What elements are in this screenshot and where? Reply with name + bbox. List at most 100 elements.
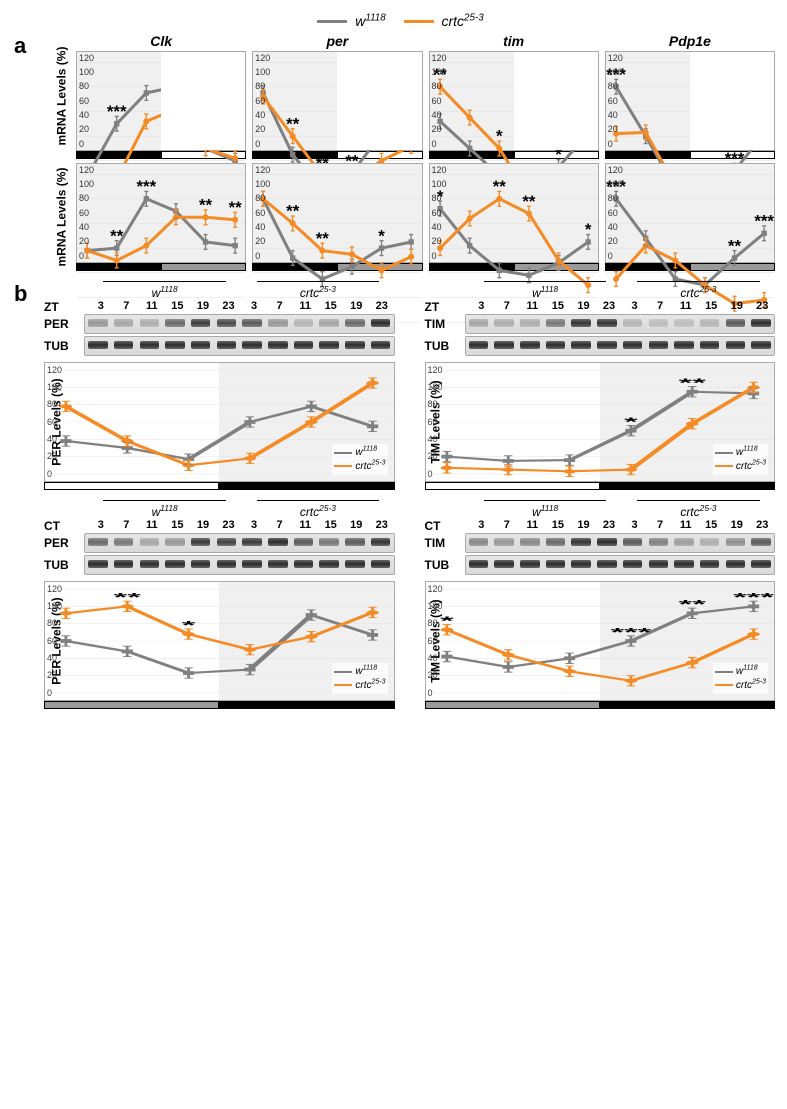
legend-label-crtc: crtc25-3 (441, 13, 483, 29)
gene-title: Pdp1e (605, 33, 775, 49)
quantification-chart: PER Levels (%)020406080100120*** w1118 c… (44, 581, 395, 701)
blot-label: TUB (425, 339, 465, 353)
svg-text:**: ** (678, 376, 706, 390)
blot-row: TUB (425, 555, 776, 575)
timepoints-row: 37111519233711151923 (44, 519, 395, 531)
gene-title: Clk (76, 33, 246, 49)
chart-inner-legend: w1118 crtc25-3 (713, 444, 768, 475)
gene-chart: 020406080100120****** (429, 163, 599, 271)
blot-label: TUB (44, 339, 84, 353)
blot-row: TUB (425, 336, 776, 356)
blot-row: TUB (44, 336, 395, 356)
blot-label: TIM (425, 317, 465, 331)
time-mode-label: ZT (425, 300, 440, 314)
blot-label: PER (44, 317, 84, 331)
gene-title: per (252, 33, 422, 49)
blot-lane (465, 336, 776, 356)
line-chart: 020406080100120********* (252, 51, 422, 151)
blot-lane (465, 314, 776, 334)
blot-block: w1118 crtc25-3 CT 37111519233711151923 T… (425, 500, 776, 709)
svg-text:*: * (584, 220, 591, 239)
svg-text:**: ** (522, 192, 536, 211)
genotype-header: w1118 crtc25-3 (44, 500, 395, 519)
legend-swatch-w (317, 20, 347, 23)
svg-text:***: *** (754, 211, 774, 230)
panel-a-row: mRNA Levels (%)020406080100120********* … (12, 163, 775, 271)
svg-text:*: * (624, 415, 639, 429)
gene-chart: tim020406080100120****** (429, 33, 599, 159)
svg-text:**: ** (114, 590, 142, 604)
svg-text:**: ** (492, 177, 506, 196)
blot-block: w1118 crtc25-3 CT 37111519233711151923 P… (44, 500, 395, 709)
svg-text:***: *** (610, 625, 652, 639)
gene-chart: per 020406080100120********* (252, 33, 422, 159)
quantification-chart: TIM Levels (%)020406080100120*** w1118 c… (425, 362, 776, 482)
blot-row: TIM (425, 533, 776, 553)
blot-lane (84, 555, 395, 575)
svg-text:**: ** (286, 114, 300, 133)
panel-b: b w1118 crtc25-3 ZT 37111519233711151923… (12, 281, 775, 709)
y-axis-label: mRNA Levels (%) (12, 210, 44, 224)
timepoints-row: 37111519233711151923 (44, 300, 395, 312)
svg-text:***: *** (136, 177, 156, 196)
chart-inner-legend: w1118 crtc25-3 (332, 663, 387, 694)
time-axis-bar (425, 701, 776, 709)
svg-text:**: ** (110, 226, 124, 245)
svg-text:***: *** (733, 590, 774, 604)
blot-lane (465, 555, 776, 575)
line-chart: 020406080100120****** (429, 163, 599, 263)
svg-text:*: * (379, 226, 386, 245)
gene-chart: Clk 020406080100120**** (76, 33, 246, 159)
blot-lane (84, 314, 395, 334)
blot-lane (465, 533, 776, 553)
line-chart: 020406080100120***** (252, 163, 422, 263)
time-axis-bar (425, 482, 776, 490)
legend-label-w: w1118 (355, 13, 385, 29)
gene-chart: 020406080100120********* (76, 163, 246, 271)
gene-chart: Pdp1e 020406080100120********* (605, 33, 775, 159)
svg-text:*: * (182, 618, 197, 632)
time-axis-bar (44, 701, 395, 709)
line-chart: 020406080100120**** (76, 51, 246, 151)
blot-row: PER (44, 314, 395, 334)
genotype-header: w1118 crtc25-3 (425, 281, 776, 300)
panel-b-label: b (14, 281, 27, 307)
line-chart: 020406080100120********* (605, 51, 775, 151)
gene-chart: 020406080100120******** (605, 163, 775, 271)
blot-label: TUB (44, 558, 84, 572)
blot-row: TIM (425, 314, 776, 334)
svg-text:**: ** (316, 229, 330, 248)
panel-a-row: mRNA Levels (%) Clk 020406080100120**** pe… (12, 33, 775, 159)
timepoints-row: 37111519233711151923 (425, 300, 776, 312)
svg-text:**: ** (229, 198, 243, 217)
svg-text:*: * (440, 614, 455, 628)
time-mode-label: CT (44, 519, 60, 533)
blot-row: TUB (44, 555, 395, 575)
genotype-header: w1118 crtc25-3 (44, 281, 395, 300)
timepoints-row: 37111519233711151923 (425, 519, 776, 531)
blot-lane (84, 336, 395, 356)
panel-a-label: a (14, 33, 26, 59)
chart-inner-legend: w1118 crtc25-3 (713, 663, 768, 694)
svg-text:**: ** (199, 195, 213, 214)
panel-a: a mRNA Levels (%) Clk 020406080100120**** … (12, 33, 775, 271)
quantification-chart: TIM Levels (%)020406080100120********* w… (425, 581, 776, 701)
time-axis-bar (44, 482, 395, 490)
svg-text:***: *** (107, 102, 127, 121)
blot-label: TUB (425, 558, 465, 572)
blot-block: w1118 crtc25-3 ZT 37111519233711151923 P… (44, 281, 395, 490)
genotype-header: w1118 crtc25-3 (425, 500, 776, 519)
figure-legend: w1118 crtc25-3 (12, 12, 775, 29)
chart-inner-legend: w1118 crtc25-3 (332, 444, 387, 475)
quantification-chart: PER Levels (%)020406080100120 w1118 crtc… (44, 362, 395, 482)
svg-text:*: * (496, 126, 503, 145)
gene-chart: 020406080100120***** (252, 163, 422, 271)
y-axis-label: mRNA Levels (%) (12, 89, 44, 103)
svg-text:**: ** (286, 201, 300, 220)
blot-label: TIM (425, 536, 465, 550)
gene-title: tim (429, 33, 599, 49)
line-chart: 020406080100120******** (605, 163, 775, 263)
blot-row: PER (44, 533, 395, 553)
svg-text:**: ** (678, 597, 706, 611)
blot-block: w1118 crtc25-3 ZT 37111519233711151923 T… (425, 281, 776, 490)
